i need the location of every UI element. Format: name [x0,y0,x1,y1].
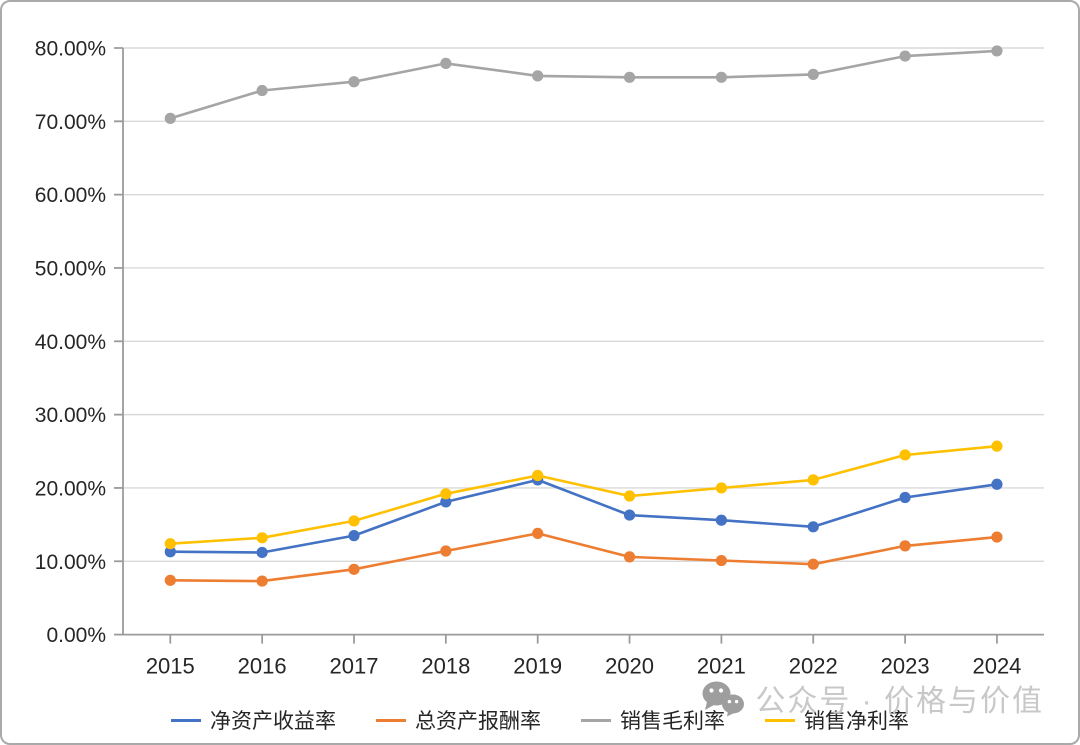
data-point [715,482,728,494]
legend-line-swatch [765,718,795,722]
data-point [348,515,360,527]
data-point [807,558,819,570]
series-line-3 [170,444,998,545]
data-point [623,551,636,563]
data-point [440,57,452,69]
data-point [807,474,819,486]
x-tick-label: 2015 [146,654,195,679]
data-point [899,50,911,62]
data-point [440,545,452,557]
data-point [440,488,452,500]
legend-line-swatch [581,718,611,722]
y-tick-label: 80.00% [35,38,106,61]
y-tick-label: 40.00% [35,331,106,354]
data-point [164,546,176,558]
data-point [991,531,1003,543]
data-point [256,575,268,587]
x-tick-label: 2021 [697,654,746,679]
data-point [532,70,544,82]
data-point [899,449,911,461]
series-line-1 [170,532,998,583]
x-tick-label: 2023 [881,654,930,679]
data-point [164,574,176,586]
y-tick-label: 30.00% [35,404,106,427]
data-point [715,71,728,83]
data-point [440,496,452,508]
legend-label: 销售毛利率 [620,710,725,733]
data-point [991,45,1003,57]
x-tick-label: 2017 [330,654,379,679]
data-point [899,540,911,552]
x-tick-label: 2018 [421,654,470,679]
y-tick-label: 60.00% [35,184,106,207]
data-point [807,68,819,80]
legend-item-roe: 净资产收益率 [171,705,336,735]
x-tick-label: 2020 [605,654,654,679]
data-point [256,532,268,544]
data-point [715,554,728,567]
y-tick-label: 0.00% [46,624,106,647]
legend-line-swatch [376,718,406,722]
data-point [348,76,360,88]
legend-line-swatch [171,718,201,722]
data-point [991,478,1003,490]
legend-item-net-margin: 销售净利率 [765,705,909,735]
legend-item-gross-margin: 销售毛利率 [581,705,725,735]
data-point [623,490,636,502]
series-line-2 [169,49,998,120]
x-tick-label: 2016 [238,654,287,679]
data-point [532,527,544,540]
data-point [348,530,360,542]
y-tick-label: 50.00% [35,257,106,280]
data-point [807,521,819,533]
data-point [623,71,636,83]
series-line-0 [170,478,998,554]
data-point [532,469,544,482]
data-point [991,440,1003,452]
x-tick-label: 2022 [789,654,838,679]
data-point [623,509,636,521]
x-tick-label: 2019 [513,654,562,679]
data-point [256,84,268,97]
legend-label: 销售净利率 [804,710,909,733]
data-point [715,514,728,526]
chart-legend: 净资产收益率 总资产报酬率 销售毛利率 销售净利率 [2,705,1078,735]
data-point [348,563,360,575]
data-point [164,538,176,550]
data-point [164,112,176,124]
legend-item-roa: 总资产报酬率 [376,705,541,735]
y-tick-label: 10.00% [35,551,106,574]
x-tick-label: 2024 [972,654,1021,679]
legend-label: 净资产收益率 [210,710,336,733]
y-tick-label: 20.00% [35,477,106,500]
y-tick-label: 70.00% [35,111,106,134]
legend-label: 总资产报酬率 [415,710,541,733]
data-point [256,546,268,559]
data-point [899,491,911,504]
